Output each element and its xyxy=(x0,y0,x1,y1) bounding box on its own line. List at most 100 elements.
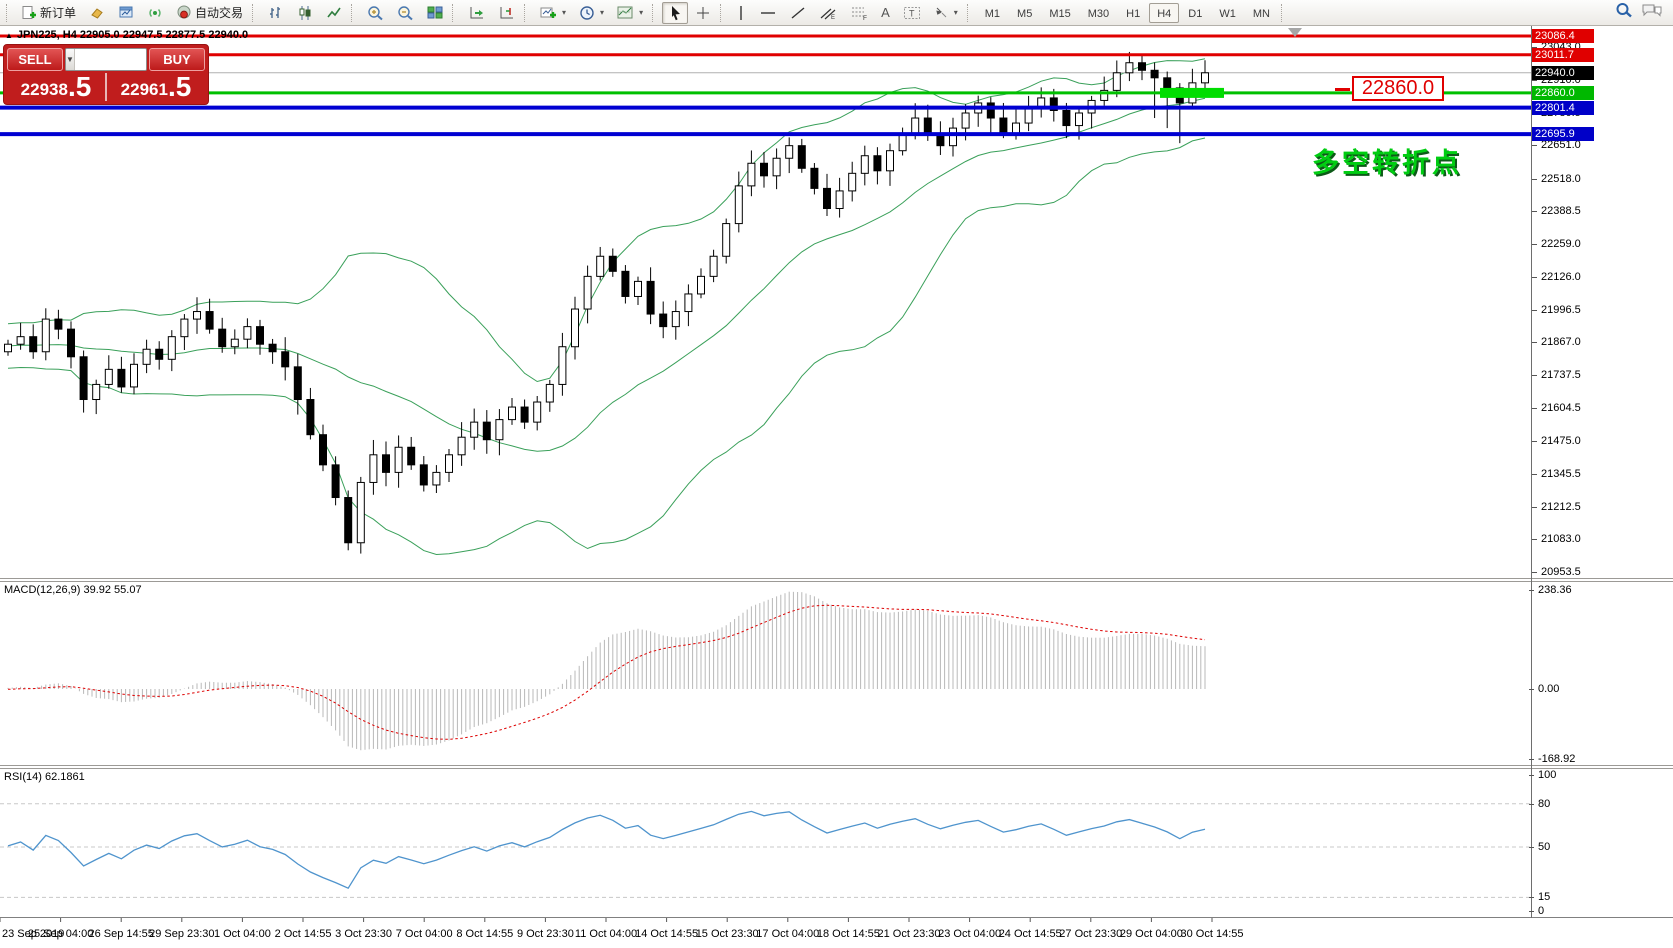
chart-window-icon xyxy=(118,5,134,20)
bar-chart-mode-button[interactable] xyxy=(262,2,290,24)
candle-body xyxy=(571,308,579,348)
search-icon[interactable] xyxy=(1615,2,1633,24)
charts-window-button[interactable] xyxy=(112,2,140,24)
text-label-tool[interactable]: T xyxy=(897,2,927,24)
candle-body xyxy=(293,366,302,401)
candle-body xyxy=(167,336,176,360)
tf-m15[interactable]: M15 xyxy=(1049,7,1071,20)
svg-text:T: T xyxy=(909,8,915,18)
horizontal-line-tool[interactable] xyxy=(753,2,783,24)
toolbar-grip[interactable] xyxy=(652,3,657,22)
chat-icon[interactable] xyxy=(1641,2,1663,23)
candle-body xyxy=(470,421,479,438)
toolbar-grip[interactable] xyxy=(966,3,972,22)
candle-body xyxy=(319,434,327,466)
toolbar-grip[interactable] xyxy=(1280,3,1286,22)
trendline-tool[interactable] xyxy=(784,2,812,24)
candle-body xyxy=(130,363,138,388)
cursor-tool-button[interactable] xyxy=(662,1,689,24)
toolbar-grip[interactable] xyxy=(351,3,356,22)
sell-button[interactable]: SELL xyxy=(7,48,63,71)
price-level-tag: 22801.4 xyxy=(1532,100,1594,115)
chart-shift-marker-icon[interactable] xyxy=(1288,28,1302,37)
buy-button[interactable]: BUY xyxy=(149,48,205,71)
sell-price[interactable]: 22938.5 xyxy=(7,73,105,101)
candlestick-mode-button[interactable] xyxy=(291,2,319,24)
time-axis[interactable]: 23 Sep 2019 25 Sep 04:00 26 Sep 14:55 29 Se… xyxy=(0,922,1531,948)
line-chart-mode-button[interactable] xyxy=(320,2,348,24)
price-tick-label: 21604.5 xyxy=(1532,402,1581,415)
zoom-in-button[interactable] xyxy=(361,2,390,24)
toolbar-grip[interactable] xyxy=(720,3,725,22)
candle-body xyxy=(218,328,227,348)
market-watch-button[interactable] xyxy=(83,2,111,24)
crosshair-tool-button[interactable] xyxy=(689,2,717,24)
tf-h1[interactable]: H1 xyxy=(1126,7,1141,20)
candle-body xyxy=(835,190,844,210)
fibonacci-tool[interactable]: F xyxy=(844,2,874,24)
tf-m1[interactable]: M1 xyxy=(984,7,1001,20)
autotrading-button[interactable]: 自动交易 xyxy=(170,2,249,24)
line-chart-icon xyxy=(326,5,342,21)
tf-m5[interactable]: M5 xyxy=(1017,7,1033,20)
tf-d1[interactable]: D1 xyxy=(1188,7,1203,20)
candle-body xyxy=(508,406,516,421)
candle-body xyxy=(608,255,617,272)
zoom-out-icon xyxy=(397,5,414,21)
price-tick-label: 21475.0 xyxy=(1532,434,1581,447)
candle-body xyxy=(1049,97,1058,111)
toolbar-grip[interactable] xyxy=(252,3,257,22)
macd-indicator-label: MACD(12,26,9) 39.92 55.07 xyxy=(4,584,142,596)
volume-decrease-button[interactable]: ▼ xyxy=(66,49,75,70)
equidistant-channel-tool[interactable]: E xyxy=(813,2,843,24)
auto-scroll-button[interactable] xyxy=(462,2,491,24)
candle-body xyxy=(797,145,806,169)
tf-h4[interactable]: H4 xyxy=(1149,2,1180,23)
text-tool-icon: A xyxy=(881,5,890,20)
tf-m30[interactable]: M30 xyxy=(1087,7,1110,20)
candle-body xyxy=(722,223,731,257)
new-order-button[interactable]: 新订单 xyxy=(16,2,82,24)
text-tool[interactable]: A xyxy=(875,2,896,24)
candle-body xyxy=(432,471,441,486)
vertical-line-tool[interactable] xyxy=(730,2,752,24)
price-tick-label: 21083.0 xyxy=(1532,533,1581,546)
zoom-in-icon xyxy=(367,5,384,21)
buy-price[interactable]: 22961.5 xyxy=(107,73,205,101)
chart-shift-button[interactable] xyxy=(492,2,521,24)
candle-body xyxy=(1112,72,1121,91)
arrows-dropdown[interactable]: ▾ xyxy=(928,2,964,24)
toolbar-grip[interactable] xyxy=(6,3,11,22)
price-tick-label: 21737.5 xyxy=(1532,369,1581,381)
period-dropdown[interactable]: ▾ xyxy=(573,2,610,24)
add-indicator-dropdown[interactable]: ▾ xyxy=(534,2,572,24)
candle-body xyxy=(155,348,164,360)
toolbar-grip[interactable] xyxy=(524,3,529,22)
channel-icon: E xyxy=(819,5,837,21)
price-axis[interactable]: 23043.022910.022780.522651.022518.022388… xyxy=(1528,26,1673,918)
candle-body xyxy=(394,446,403,473)
candle-body xyxy=(709,255,718,277)
candle-body xyxy=(772,157,781,177)
price-flag-label[interactable]: 22860.0 xyxy=(1352,76,1444,101)
candle-body xyxy=(961,112,970,129)
signals-button[interactable] xyxy=(141,2,169,24)
tf-w1[interactable]: W1 xyxy=(1219,7,1236,20)
add-indicator-icon xyxy=(540,5,557,21)
zoom-out-button[interactable] xyxy=(391,2,420,24)
tile-windows-button[interactable] xyxy=(421,2,449,24)
price-tick-label: 21867.0 xyxy=(1532,336,1581,349)
arrows-icon xyxy=(934,5,949,20)
template-dropdown[interactable]: ▾ xyxy=(611,2,649,24)
candle-body xyxy=(596,255,605,277)
toolbar-grip[interactable] xyxy=(452,3,457,22)
volume-input[interactable] xyxy=(74,49,146,70)
candle-body xyxy=(117,368,126,388)
clock-icon xyxy=(579,5,595,21)
candle-body xyxy=(382,454,390,473)
candle-body xyxy=(445,454,453,473)
tf-mn[interactable]: MN xyxy=(1252,7,1270,20)
candle-body xyxy=(520,406,529,423)
